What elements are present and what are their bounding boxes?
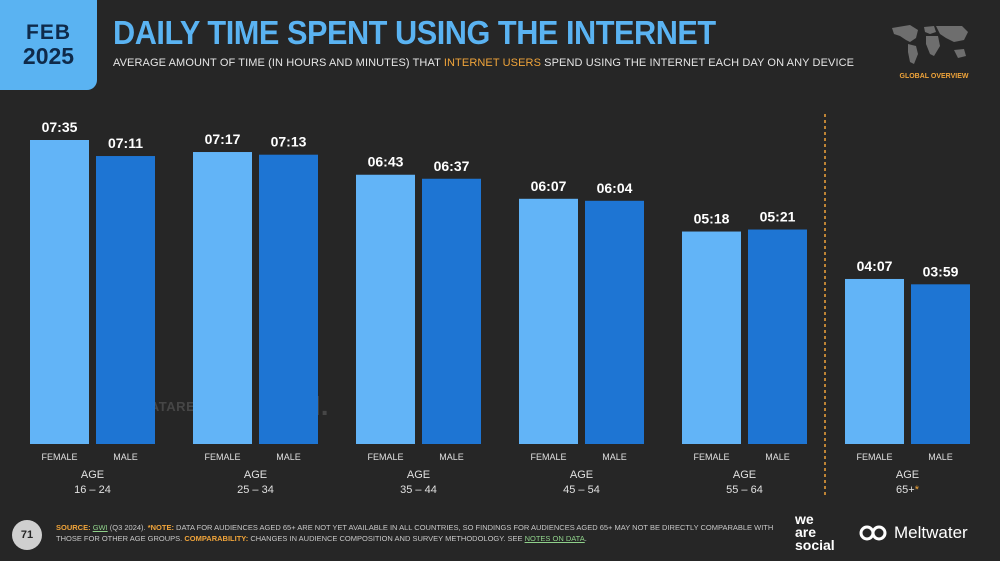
we-are-social-logo: we are social: [795, 511, 835, 553]
age-prefix-label: AGE: [244, 469, 267, 481]
data-label: 07:13: [271, 134, 307, 150]
category-label: 45 – 54: [563, 484, 600, 496]
data-label: 06:37: [434, 158, 470, 174]
series-label: FEMALE: [856, 452, 892, 462]
series-label: MALE: [765, 452, 790, 462]
bar-male: [748, 229, 807, 444]
date-badge: FEB 2025: [0, 0, 97, 90]
age-prefix-label: AGE: [733, 469, 756, 481]
data-label: 05:18: [694, 211, 730, 227]
world-map-icon: [892, 25, 968, 64]
data-label: 07:17: [205, 131, 241, 147]
page-number: 71: [12, 520, 42, 550]
data-label: 04:07: [857, 258, 893, 274]
series-label: FEMALE: [693, 452, 729, 462]
note-text: DATA FOR AUDIENCES AGED 65+ ARE NOT YET …: [56, 523, 774, 543]
date-month: FEB: [26, 20, 71, 44]
bar-male: [585, 200, 644, 444]
date-year: 2025: [22, 42, 75, 69]
series-label: MALE: [439, 452, 464, 462]
data-label: 06:04: [597, 180, 633, 196]
data-label: 07:11: [108, 135, 143, 151]
age-prefix-label: AGE: [896, 469, 919, 481]
data-label: 03:59: [923, 263, 959, 279]
category-label: 25 – 34: [237, 484, 274, 496]
series-label: MALE: [276, 452, 301, 462]
age-prefix-label: AGE: [570, 469, 593, 481]
age-prefix-label: AGE: [407, 469, 430, 481]
source-label: SOURCE:: [56, 523, 91, 532]
data-label: 06:07: [531, 178, 567, 194]
series-label: MALE: [928, 452, 953, 462]
meltwater-logo: Meltwater: [858, 523, 968, 543]
bar-male: [911, 284, 970, 444]
asterisk-mark: *: [915, 484, 920, 496]
subtitle-part-1: AVERAGE AMOUNT OF TIME (IN HOURS AND MIN…: [113, 57, 444, 69]
data-label: 05:21: [760, 209, 796, 225]
bar-male: [259, 154, 318, 444]
bar-female: [193, 152, 252, 444]
bar-male: [422, 178, 481, 444]
data-label: 06:43: [368, 154, 404, 170]
subtitle-highlight: INTERNET USERS: [443, 57, 542, 69]
bar-female: [845, 278, 904, 444]
bar-female: [30, 140, 89, 444]
page-subtitle: AVERAGE AMOUNT OF TIME (IN HOURS AND MIN…: [113, 57, 854, 69]
comparability-label: COMPARABILITY:: [184, 533, 249, 543]
comparability-text: CHANGES IN AUDIENCE COMPOSITION AND SURV…: [248, 533, 525, 543]
category-label: 65+*: [896, 484, 920, 496]
source-text: (Q3 2024).: [107, 523, 148, 532]
meltwater-name: Meltwater: [894, 523, 968, 542]
region-label: GLOBAL OVERVIEW: [899, 73, 969, 80]
data-label: 07:35: [42, 119, 78, 135]
note-label: *NOTE:: [147, 523, 174, 532]
subtitle-part-2: SPEND USING THE INTERNET EACH DAY ON ANY…: [541, 57, 855, 69]
meltwater-icon: [859, 525, 887, 541]
notes-end: .: [584, 533, 587, 543]
bar-female: [356, 174, 415, 444]
age-prefix-label: AGE: [81, 469, 104, 481]
source-link[interactable]: GWI: [92, 523, 108, 532]
logo-we: we: [795, 511, 814, 527]
category-label: 16 – 24: [74, 484, 111, 496]
series-label: FEMALE: [204, 452, 240, 462]
bar-male: [96, 156, 155, 445]
notes-on-data-link[interactable]: NOTES ON DATA: [524, 533, 585, 543]
series-label: MALE: [113, 452, 138, 462]
bar-female: [682, 231, 741, 444]
category-label: 55 – 64: [726, 484, 763, 496]
footnote: SOURCE: GWI (Q3 2024). *NOTE: DATA FOR A…: [56, 523, 776, 545]
page-title: DAILY TIME SPENT USING THE INTERNET: [113, 14, 716, 51]
series-label: FEMALE: [367, 452, 403, 462]
series-label: FEMALE: [41, 452, 77, 462]
bar-female: [519, 198, 578, 444]
series-label: MALE: [602, 452, 627, 462]
category-label: 35 – 44: [400, 484, 437, 496]
logo-are: are: [795, 524, 817, 540]
logo-social: social: [795, 537, 835, 553]
series-label: FEMALE: [530, 452, 566, 462]
